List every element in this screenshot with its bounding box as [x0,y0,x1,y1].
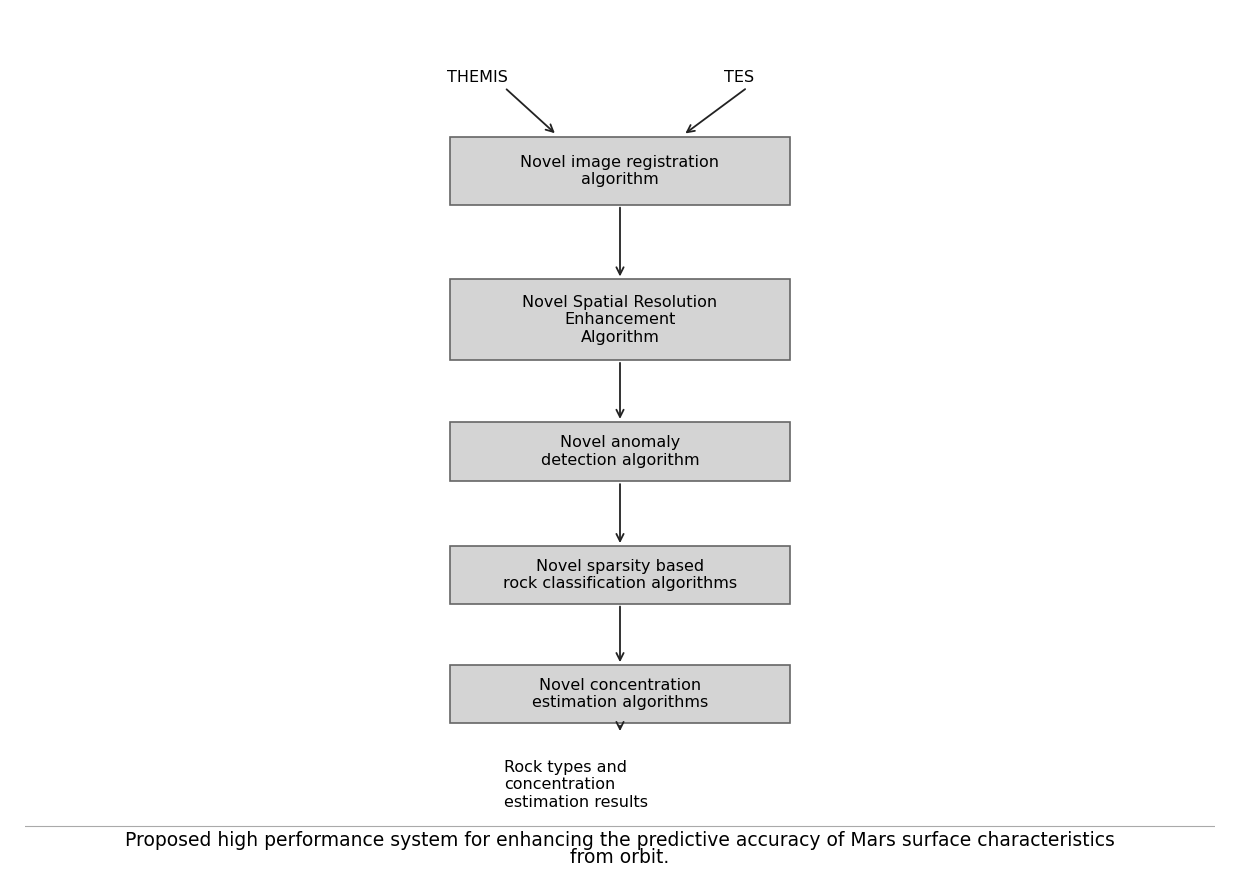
FancyBboxPatch shape [450,665,790,723]
Text: Novel concentration
estimation algorithms: Novel concentration estimation algorithm… [532,678,708,710]
FancyBboxPatch shape [450,279,790,360]
Text: THEMIS: THEMIS [446,70,507,85]
Text: Novel image registration
algorithm: Novel image registration algorithm [521,155,719,187]
Text: from orbit.: from orbit. [570,848,670,867]
Text: Novel Spatial Resolution
Enhancement
Algorithm: Novel Spatial Resolution Enhancement Alg… [522,295,718,345]
FancyBboxPatch shape [450,546,790,603]
Text: Proposed high performance system for enhancing the predictive accuracy of Mars s: Proposed high performance system for enh… [125,831,1115,850]
Text: Novel sparsity based
rock classification algorithms: Novel sparsity based rock classification… [503,559,737,591]
Text: TES: TES [724,70,754,85]
FancyBboxPatch shape [450,422,790,481]
FancyBboxPatch shape [450,136,790,205]
Text: Rock types and
concentration
estimation results: Rock types and concentration estimation … [503,760,649,810]
Text: Novel anomaly
detection algorithm: Novel anomaly detection algorithm [541,435,699,468]
